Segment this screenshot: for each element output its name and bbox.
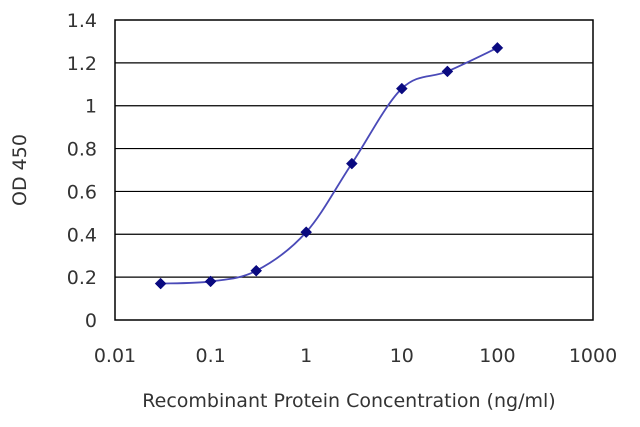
y-tick-label: 0.6 (67, 181, 97, 203)
y-axis-label: OD 450 (9, 134, 31, 206)
data-point (154, 277, 167, 290)
y-tick-label: 1 (85, 96, 97, 118)
y-tick-label: 1.2 (67, 53, 97, 75)
data-series (154, 42, 504, 290)
y-tick-label: 1.4 (67, 10, 97, 32)
y-tick-label: 0 (85, 310, 97, 332)
x-tick-labels: 0.01 0.1 1 10 100 1000 (94, 345, 617, 367)
x-tick-label: 100 (479, 345, 515, 367)
series-line (160, 47, 498, 285)
x-tick-label: 1 (300, 345, 312, 367)
y-tick-label: 0.8 (67, 139, 97, 161)
data-point (250, 264, 263, 277)
y-tick-label: 0.2 (67, 267, 97, 289)
x-axis-label: Recombinant Protein Concentration (ng/ml… (142, 390, 555, 412)
grid-lines (115, 62, 593, 278)
x-tick-label: 0.1 (195, 345, 225, 367)
x-tick-label: 1000 (569, 345, 617, 367)
data-point (300, 226, 313, 238)
y-tick-labels: 0 0.2 0.4 0.6 0.8 1 1.2 1.4 (67, 10, 97, 332)
data-point (204, 275, 217, 288)
data-point (395, 82, 408, 95)
x-tick-label: 0.01 (94, 345, 136, 367)
x-tick-label: 10 (390, 345, 414, 367)
data-point (491, 42, 504, 54)
data-point (345, 157, 358, 170)
plot-frame (114, 19, 594, 321)
y-tick-label: 0.4 (67, 224, 97, 246)
data-point (441, 65, 454, 78)
